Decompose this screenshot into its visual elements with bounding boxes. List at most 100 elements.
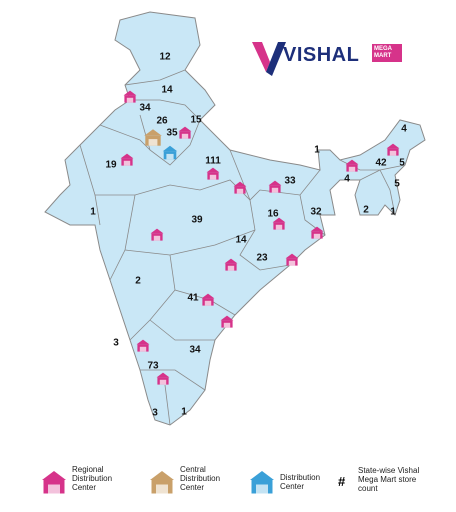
store-count: 1: [181, 407, 187, 418]
legend-icon-dc: [250, 471, 274, 494]
icon-door: [156, 484, 168, 494]
regional-dc-icon: [206, 167, 220, 180]
icon-door: [139, 346, 147, 352]
india-outline: [44, 11, 426, 426]
store-count: 73: [147, 361, 159, 372]
icon-door: [153, 235, 161, 241]
icon-roof: [162, 145, 178, 152]
store-count: 2: [135, 276, 141, 287]
store-count: 42: [375, 158, 387, 169]
regional-dc-icon: [310, 226, 324, 239]
icon-door: [275, 224, 283, 230]
regional-dc-icon: [123, 90, 137, 103]
logo-name: VISHAL: [283, 44, 360, 66]
legend-label: Distribution Center: [280, 473, 321, 491]
regional-dc-icon: [233, 181, 247, 194]
icon-roof: [150, 471, 174, 480]
legend-icon-central: [150, 471, 174, 494]
store-count: 32: [310, 207, 322, 218]
icon-roof: [268, 180, 282, 186]
regional-dc-icon: [224, 258, 238, 271]
store-count: 2: [363, 205, 369, 216]
store-count: 3: [152, 408, 158, 419]
icon-roof: [201, 293, 215, 299]
logo-mark-blue: [266, 42, 286, 76]
store-count: 23: [256, 253, 268, 264]
store-count: 14: [161, 85, 173, 96]
icon-roof: [123, 90, 137, 96]
store-count: 3: [113, 338, 119, 349]
icon-door: [288, 260, 296, 266]
store-count: 5: [399, 158, 405, 169]
icon-door: [209, 174, 217, 180]
store-count: 1: [314, 145, 320, 156]
regional-dc-icon: [178, 126, 192, 139]
store-count: 1: [390, 207, 396, 218]
icon-door: [313, 233, 321, 239]
store-count: 14: [235, 235, 247, 246]
store-count: 4: [344, 174, 350, 185]
icon-roof: [310, 226, 324, 232]
icon-roof: [178, 126, 192, 132]
regional-dc-icon: [120, 153, 134, 166]
icon-roof: [144, 129, 162, 136]
icon-roof: [345, 159, 359, 165]
icon-door: [271, 187, 279, 193]
icon-door: [389, 150, 397, 156]
icon-door: [256, 484, 268, 494]
logo-mark: [252, 42, 270, 72]
icon-roof: [150, 228, 164, 234]
store-count: 15: [190, 115, 202, 126]
store-count: 16: [267, 209, 279, 220]
regional-dc-icon: [268, 180, 282, 193]
icon-door: [181, 133, 189, 139]
store-count: 39: [191, 215, 203, 226]
icon-roof: [386, 143, 400, 149]
icon-door: [159, 379, 167, 385]
icon-roof: [272, 217, 286, 223]
icon-layer: [42, 90, 400, 494]
regional-dc-icon: [285, 253, 299, 266]
icon-door: [223, 322, 231, 328]
icon-roof: [220, 315, 234, 321]
regional-dc-icon: [150, 228, 164, 241]
icon-door: [227, 265, 235, 271]
legend-label: State-wise Vishal Mega Mart store count: [358, 466, 420, 493]
regional-dc-icon: [345, 159, 359, 172]
icon-roof: [285, 253, 299, 259]
icon-door: [48, 484, 60, 494]
store-count: 26: [156, 116, 168, 127]
icon-door: [126, 97, 134, 103]
store-count: 4: [401, 124, 407, 135]
icon-door: [166, 153, 174, 160]
store-count: 111: [205, 156, 221, 167]
icon-door: [123, 160, 131, 166]
icon-roof: [233, 181, 247, 187]
icon-door: [204, 300, 212, 306]
state-borders: [79, 69, 406, 426]
icon-door: [236, 188, 244, 194]
icon-roof: [250, 471, 274, 480]
legend-label: Regional Distribution Center: [72, 465, 113, 492]
store-count: 33: [284, 176, 296, 187]
icon-door: [148, 139, 158, 146]
legend-count-symbol: #: [338, 474, 346, 489]
regional-dc-icon: [136, 339, 150, 352]
regional-dc-icon: [201, 293, 215, 306]
regional-dc-icon: [386, 143, 400, 156]
icon-roof: [156, 372, 170, 378]
icon-roof: [224, 258, 238, 264]
icon-roof: [136, 339, 150, 345]
legend-label: Central Distribution Center: [180, 465, 221, 492]
icon-door: [348, 166, 356, 172]
store-count: 19: [105, 160, 117, 171]
logo-tagline: MEGA MART: [372, 44, 402, 62]
store-count: 41: [187, 293, 199, 304]
legend-icon-regional: [42, 471, 66, 494]
store-count: 1: [90, 207, 96, 218]
icon-roof: [206, 167, 220, 173]
regional-dc-icon: [272, 217, 286, 230]
